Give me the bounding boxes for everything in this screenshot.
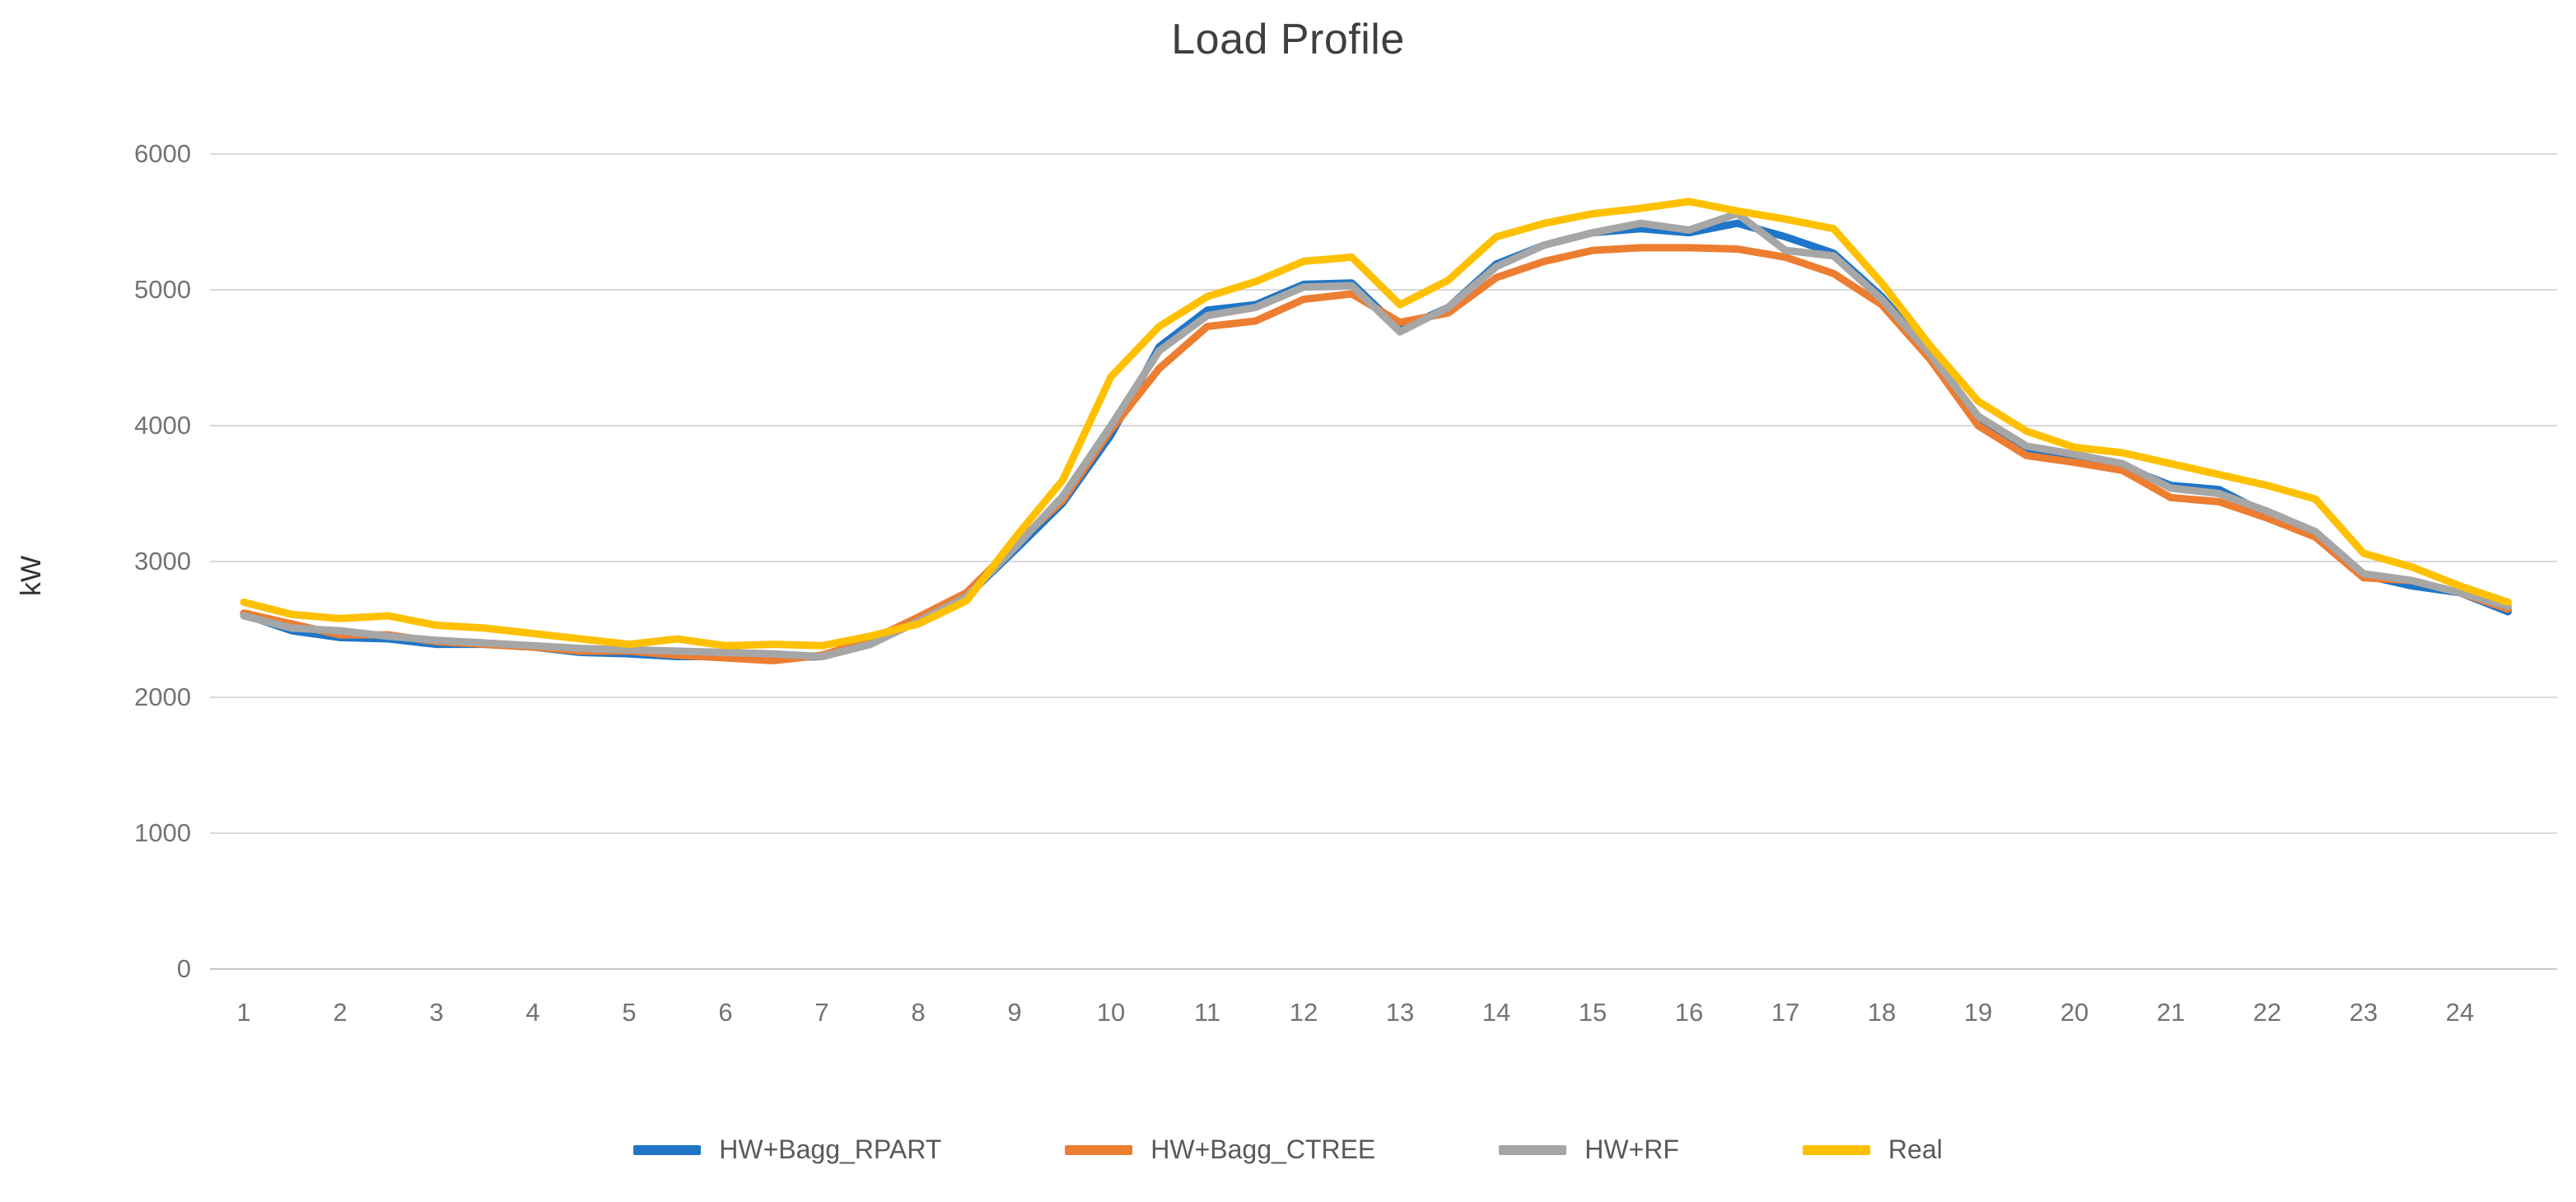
x-tick-label: 24	[2445, 998, 2475, 1027]
x-tick-label: 23	[2349, 998, 2378, 1027]
y-tick-label: 3000	[134, 547, 191, 575]
y-tick-label: 1000	[134, 818, 191, 847]
series-line-real	[240, 198, 2512, 650]
x-tick-label: 17	[1771, 998, 1800, 1027]
gridlines	[210, 153, 2557, 970]
x-tick-label: 13	[1385, 998, 1415, 1027]
x-tick-label: 14	[1482, 998, 1511, 1027]
legend-item-hw-rf: HW+RF	[1499, 1134, 1679, 1165]
x-tick-label: 6	[718, 998, 733, 1027]
legend-label: HW+Bagg_CTREE	[1150, 1134, 1376, 1164]
chart-legend: HW+Bagg_RPART HW+Bagg_CTREE HW+RF Real	[0, 1134, 2576, 1165]
y-tick-label: 5000	[134, 275, 191, 304]
x-tick-label: 9	[1007, 998, 1022, 1027]
x-tick-label: 5	[622, 998, 637, 1027]
legend-label: Real	[1888, 1134, 1943, 1164]
legend-item-hw-bagg-ctree: HW+Bagg_CTREE	[1065, 1134, 1375, 1165]
x-tick-label: 4	[525, 998, 540, 1027]
x-tick-label: 18	[1867, 998, 1897, 1027]
x-tick-label: 16	[1674, 998, 1704, 1027]
y-tick-label: 0	[176, 954, 191, 983]
chart-title: Load Profile	[1171, 16, 1405, 63]
x-tick-label: 3	[429, 998, 444, 1027]
x-tick-label: 10	[1096, 998, 1126, 1027]
x-tick-label: 21	[2156, 998, 2186, 1027]
legend-swatch	[633, 1144, 702, 1155]
x-tick-label: 20	[2060, 998, 2089, 1027]
legend-swatch	[1499, 1144, 1567, 1155]
legend-swatch	[1065, 1144, 1133, 1155]
x-tick-label: 7	[814, 998, 829, 1027]
y-tick-label: 4000	[134, 411, 191, 440]
x-tick-label: 2	[333, 998, 348, 1027]
y-axis-title: kW	[16, 555, 48, 597]
series-line-hw-bagg-rpart	[240, 219, 2512, 662]
series-lines	[240, 198, 2512, 664]
series-line-hw-rf	[240, 210, 2512, 660]
x-tick-label: 12	[1289, 998, 1318, 1027]
legend-item-hw-bagg-rpart: HW+Bagg_RPART	[633, 1134, 941, 1165]
x-tick-label: 1	[236, 998, 251, 1027]
legend-label: HW+Bagg_RPART	[719, 1134, 942, 1164]
legend-swatch	[1802, 1144, 1870, 1155]
x-tick-label: 8	[911, 998, 926, 1027]
legend-label: HW+RF	[1584, 1134, 1679, 1164]
y-tick-label: 6000	[134, 139, 191, 168]
x-tick-label: 19	[1963, 998, 1993, 1027]
x-tick-label: 22	[2252, 998, 2282, 1027]
x-tick-label: 15	[1578, 998, 1608, 1027]
legend-item-real: Real	[1802, 1134, 1943, 1165]
y-tick-label: 2000	[134, 683, 191, 711]
x-tick-label: 11	[1193, 998, 1221, 1027]
